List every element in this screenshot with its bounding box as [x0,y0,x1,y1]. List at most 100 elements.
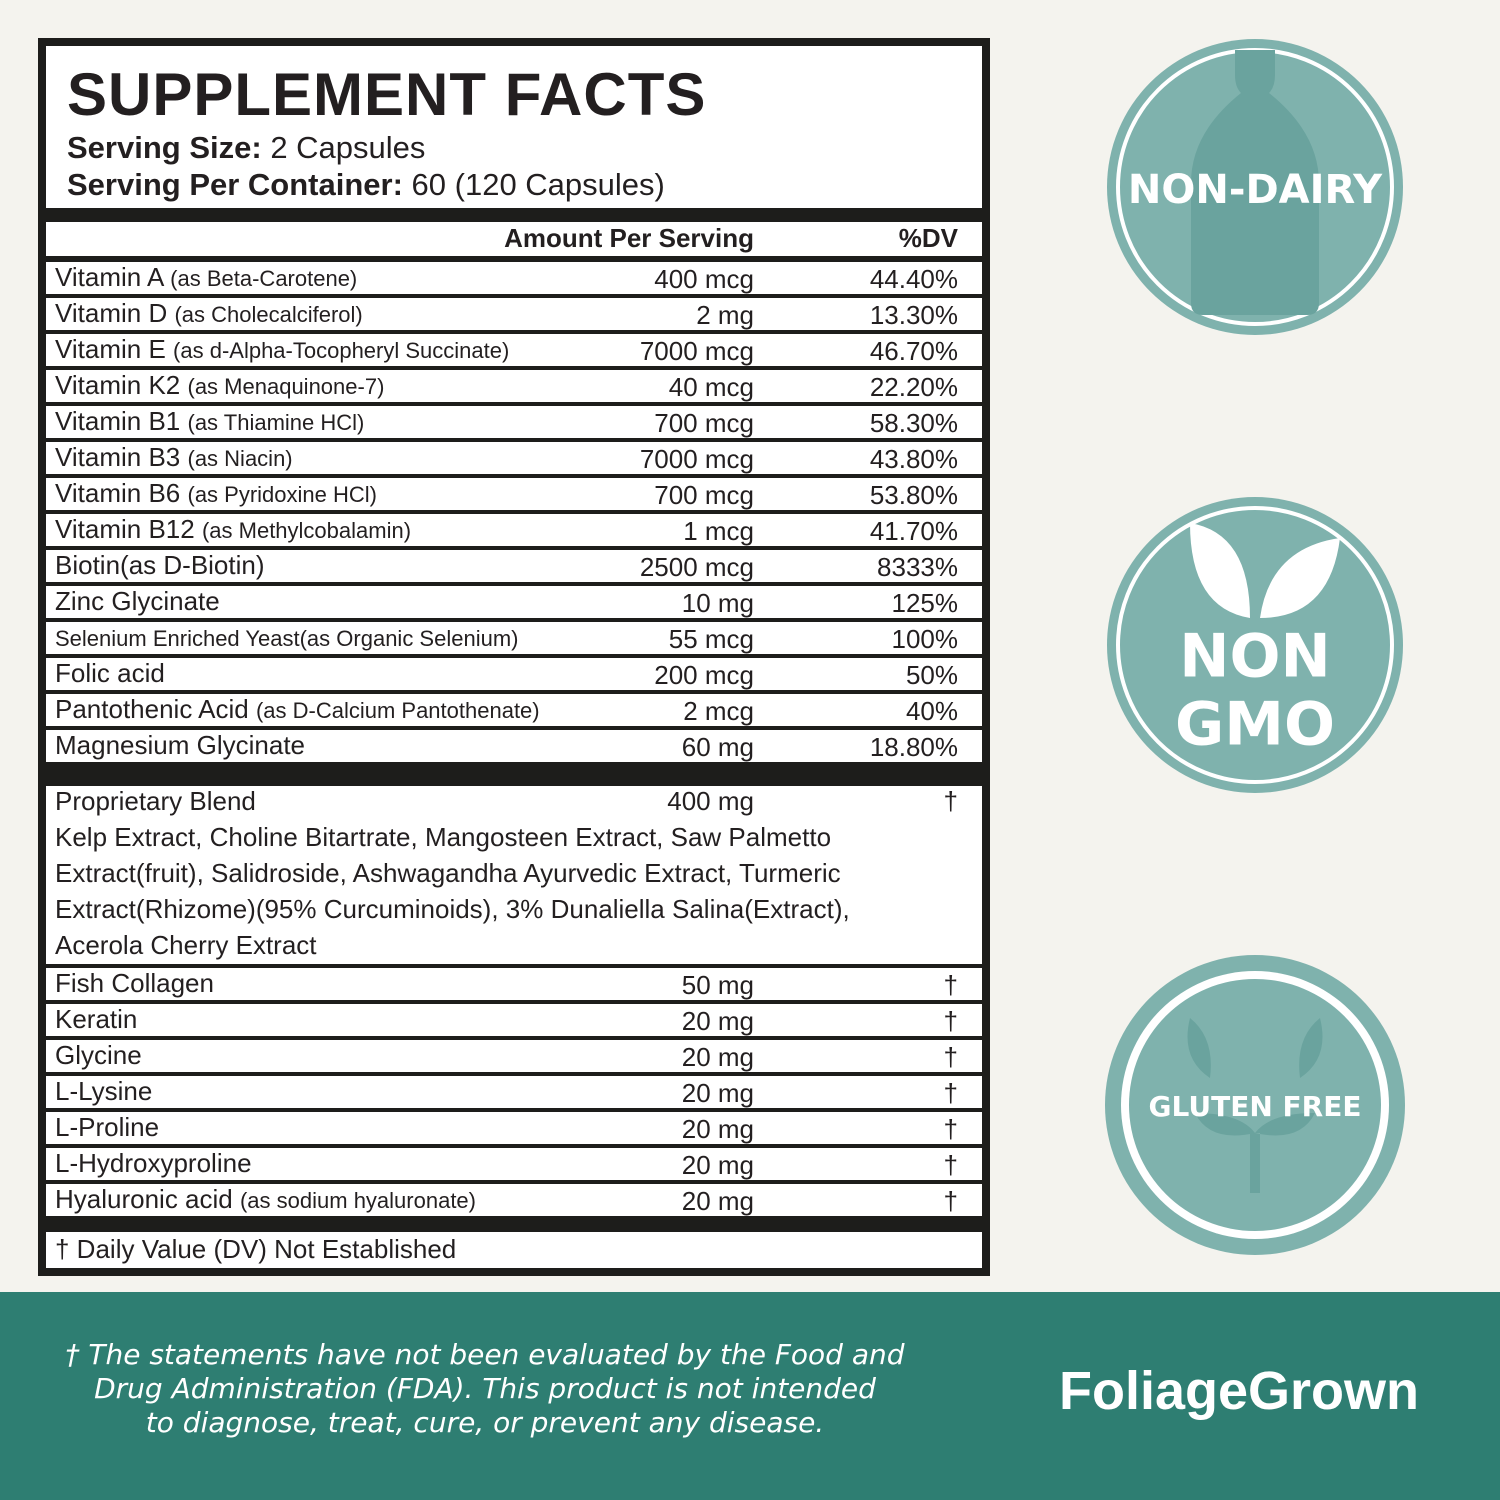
detail: (as Menaquinone-7) [187,374,385,399]
daily-value: † [943,970,958,1000]
name: Pantothenic Acid [55,694,249,724]
table-row: Hyaluronic acid (as sodium hyaluronate) 2… [46,1184,982,1216]
badge-text: NON [1179,622,1330,692]
table-row: Vitamin B6 (as Pyridoxine HCl) 700 mcg 53.… [46,478,982,510]
amount: 700 mcg [654,480,754,510]
nutrient-name: Pantothenic Acid (as D-Calcium Pantothen… [55,694,540,725]
label: Serving Size: [67,130,262,165]
name: Hyaluronic acid [55,1184,233,1214]
value: 2 Capsules [270,130,426,165]
nutrient-name: Vitamin B6 (as Pyridoxine HCl) [55,478,377,509]
amount: 40 mcg [668,372,754,402]
column-label: Amount Per Serving [504,223,754,253]
table-row: L-Hydroxyproline 20 mg † [46,1148,982,1180]
name: Vitamin A [55,262,163,292]
table-row: Vitamin A (as Beta-Carotene) 400 mcg 44.40… [46,262,982,294]
table-row: Pantothenic Acid (as D-Calcium Pantothen… [46,694,982,726]
table-row: Vitamin D (as Cholecalciferol) 2 mg 13.30% [46,298,982,330]
title: SUPPLEMENT FACTS [67,61,707,128]
table-row: L-Lysine 20 mg † [46,1076,982,1108]
table-row: L-Proline 20 mg † [46,1112,982,1144]
detail: (as Cholecalciferol) [174,302,363,327]
amount: 20 mg [681,1006,754,1036]
table-row: Vitamin K2 (as Menaquinone-7) 40 mcg 22.20… [46,370,982,402]
blend-box: Proprietary Blend 400 mg † Kelp Extract, Ch… [46,786,982,964]
name: Selenium Enriched Yeast(as Organic Selen… [55,626,519,651]
detail: (as Thiamine HCl) [187,410,365,435]
amount: 20 mg [681,1150,754,1180]
amount: 50 mg [681,970,754,1000]
daily-value: 18.80% [869,732,958,762]
name: Vitamin E [55,334,166,364]
detail: (as Niacin) [187,446,293,471]
daily-value: 40% [905,696,958,726]
daily-value: 8333% [877,552,958,582]
footnote: † Daily Value (DV) Not Established [55,1234,457,1264]
supplement-facts-panel: SUPPLEMENT FACTS Serving Size: 2 Capsule… [38,38,990,1276]
daily-value: 46.70% [869,336,958,366]
amount: 2500 mcg [639,552,754,582]
daily-value: 13.30% [869,300,958,330]
table-row: Vitamin B12 (as Methylcobalamin) 1 mcg 41.… [46,514,982,546]
disclaimer-line: to diagnose, treat, cure, or prevent any… [145,1406,825,1439]
label: Serving Per Container: [67,167,403,202]
nutrient-name: Vitamin E (as d-Alpha-Tocopheryl Succina… [55,334,509,365]
detail: (as Beta-Carotene) [170,266,358,291]
name: Vitamin K2 [55,370,181,400]
daily-value: 53.80% [869,480,958,510]
brand: FoliageGrown [1058,1361,1420,1421]
daily-value: 125% [891,588,959,618]
footnote-box: † Daily Value (DV) Not Established [46,1232,982,1268]
daily-value: † [943,1186,958,1216]
header-box: SUPPLEMENT FACTS Serving Size: 2 Capsule… [46,46,982,208]
nutrient-name: Vitamin B3 (as Niacin) [55,442,293,473]
value: 60 (120 Capsules) [411,167,665,202]
nutrient-name: Vitamin D (as Cholecalciferol) [55,298,363,329]
daily-value: † [943,786,958,816]
name: L-Lysine [55,1076,153,1106]
name: Magnesium Glycinate [55,730,305,760]
serving-size: Serving Size: 2 Capsules [67,130,425,166]
daily-value: 58.30% [869,408,958,438]
nutrient-name: Hyaluronic acid (as sodium hyaluronate) [55,1184,476,1215]
name: Vitamin B6 [55,478,181,508]
daily-value: 22.20% [869,372,958,402]
nutrient-name: L-Proline [55,1112,159,1143]
detail: (as Pyridoxine HCl) [187,482,378,507]
name: L-Proline [55,1112,160,1142]
daily-value: † [943,1078,958,1108]
table-row: Keratin 20 mg † [46,1004,982,1036]
table-row: Magnesium Glycinate 60 mg 18.80% [46,730,982,762]
amount: 20 mg [681,1186,754,1216]
amount: 20 mg [681,1078,754,1108]
disclaimer-banner [0,1292,1500,1500]
name: Vitamin D [55,298,168,328]
table-row: Vitamin B1 (as Thiamine HCl) 700 mcg 58.30… [46,406,982,438]
nutrient-name: Biotin(as D-Biotin) [55,550,265,581]
amount: 400 mcg [654,264,754,294]
ingredient-line: Kelp Extract, Choline Bitartrate, Mangos… [55,822,832,852]
name: Vitamin B12 [55,514,195,544]
badges: NON-DAIRY NON GMO GLUTEN FREE [1105,39,1405,1255]
name: Vitamin B1 [55,406,181,436]
non-dairy-badge: NON-DAIRY [1107,39,1403,335]
daily-value: 100% [891,624,959,654]
daily-value: † [943,1006,958,1036]
nutrient-name: L-Lysine [55,1076,152,1107]
name: Fish Collagen [55,968,214,998]
ingredient-line: Acerola Cherry Extract [55,930,317,960]
daily-value: 50% [905,660,958,690]
amount: 1 mcg [683,516,754,546]
amount: 20 mg [681,1042,754,1072]
name: L-Hydroxyproline [55,1148,252,1178]
disclaimer-line: Drug Administration (FDA). This product … [94,1372,876,1405]
daily-value: 44.40% [869,264,958,294]
nutrient-name: Vitamin B1 (as Thiamine HCl) [55,406,364,437]
amount: 10 mg [681,588,754,618]
table-row: Biotin(as D-Biotin) 2500 mcg 8333% [46,550,982,582]
servings-per-container: Serving Per Container: 60 (120 Capsules) [67,167,665,203]
table-row: Vitamin E (as d-Alpha-Tocopheryl Succina… [46,334,982,366]
amount: 20 mg [681,1114,754,1144]
amount: 2 mg [696,300,754,330]
table-row: Glycine 20 mg † [46,1040,982,1072]
